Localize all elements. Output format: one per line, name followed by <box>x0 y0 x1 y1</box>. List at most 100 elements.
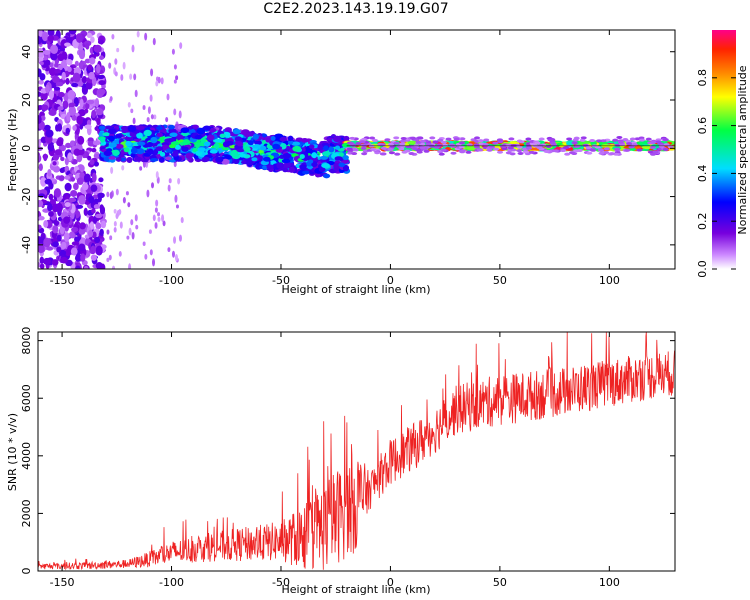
spectral-cell <box>154 207 158 213</box>
spectral-cell <box>56 139 64 147</box>
spectral-cell <box>534 141 541 145</box>
spectral-cell <box>156 132 163 138</box>
spectral-cell <box>165 156 172 161</box>
spectral-cell <box>69 140 75 147</box>
x-tick-label: 0 <box>387 576 394 589</box>
spectral-cell <box>90 36 95 43</box>
spectral-cell <box>91 172 97 183</box>
spectral-cell <box>99 204 104 211</box>
spectral-cell <box>152 37 156 46</box>
spectral-cell <box>38 142 41 147</box>
spectral-cell <box>155 199 159 207</box>
spectral-cell <box>63 232 70 242</box>
spectral-cell <box>288 166 296 173</box>
spectral-cell <box>251 157 258 162</box>
spectral-cell <box>95 222 102 230</box>
spectral-cell <box>156 126 163 131</box>
spectral-cell <box>560 149 567 153</box>
spectral-cell <box>40 91 48 101</box>
spectral-cell <box>182 139 191 145</box>
spectral-cell <box>94 237 101 244</box>
spectral-cell <box>150 114 154 120</box>
spectral-cell <box>152 214 156 222</box>
spectral-cell <box>342 164 350 172</box>
spectral-cell <box>112 149 120 156</box>
spectral-cell <box>510 143 517 147</box>
spectral-cell <box>125 191 129 196</box>
spectral-cell <box>38 199 44 208</box>
spectral-cell <box>259 145 267 151</box>
spectral-cell <box>119 221 123 229</box>
spectral-cell <box>639 138 646 142</box>
spectral-cell <box>194 134 203 140</box>
spectral-cell <box>263 156 271 162</box>
spectral-cell <box>359 140 366 144</box>
spectral-cell <box>243 146 251 152</box>
spectral-cell <box>52 225 59 234</box>
spectral-cell <box>71 82 79 88</box>
spectral-cell <box>77 135 85 145</box>
spectral-cell <box>549 141 556 145</box>
spectral-cell <box>122 61 126 70</box>
spectral-cell <box>84 58 91 64</box>
spectral-cell <box>388 142 395 146</box>
spectral-cell <box>55 202 63 213</box>
spectral-cell <box>458 141 465 145</box>
spectral-cell <box>81 76 88 84</box>
spectral-cell <box>38 106 42 111</box>
spectral-cell <box>185 152 193 160</box>
spectral-cell <box>92 140 101 146</box>
spectral-cell <box>53 188 62 198</box>
spectrogram-axes: -150 -100 -50 0 50 100 -40 -20 0 20 40 <box>20 30 675 287</box>
spectral-cell <box>201 156 210 162</box>
spectral-cell <box>629 137 636 141</box>
spectral-cell <box>453 137 460 141</box>
snr-axes: -150 -100 -50 0 50 100 0 2000 4000 6000 8000 <box>20 327 675 589</box>
spectral-cell <box>64 175 71 180</box>
spectral-cell <box>80 253 86 262</box>
spectral-cell <box>106 257 110 262</box>
spectral-cell <box>401 150 408 154</box>
spectral-cell <box>88 229 94 238</box>
spectral-cell <box>108 62 112 69</box>
spectral-cell <box>45 59 51 66</box>
spectral-cell <box>203 141 211 147</box>
x-tick-label: -150 <box>50 274 75 287</box>
spectral-cell <box>105 125 113 130</box>
spectral-cell <box>276 162 285 169</box>
x-tick-label: 100 <box>599 576 620 589</box>
spectral-cell <box>234 140 243 145</box>
spectral-cell <box>662 147 669 151</box>
spectral-cell <box>181 146 189 152</box>
spectral-cell <box>87 140 95 147</box>
spectral-cell <box>96 118 101 126</box>
spectral-cell <box>501 147 508 151</box>
spectral-cell <box>61 59 68 68</box>
spectral-cell <box>116 47 120 53</box>
spectral-cell <box>645 137 652 141</box>
spectral-cell <box>126 156 133 163</box>
spectral-cell <box>72 72 81 83</box>
spectral-cell <box>572 138 579 142</box>
spectral-cell <box>496 138 503 142</box>
spectral-cell <box>38 79 44 85</box>
spectral-cell <box>161 214 165 222</box>
spectral-cell <box>474 136 481 140</box>
spectral-cell <box>66 58 73 66</box>
spectral-cell <box>127 125 137 132</box>
spectral-cell <box>232 128 241 135</box>
spectral-cell <box>200 137 206 144</box>
spectral-cell <box>142 105 146 110</box>
spectral-cell <box>87 155 92 161</box>
spectral-cell <box>71 115 77 121</box>
spectral-cell <box>301 137 309 143</box>
spectral-cell <box>97 88 106 95</box>
spectral-cell <box>133 73 137 81</box>
spectral-cell <box>39 263 45 269</box>
spectral-cell <box>47 142 55 152</box>
spectral-cell <box>61 71 66 81</box>
spectral-cell <box>88 71 95 80</box>
spectral-cell <box>417 136 424 140</box>
spectral-cell <box>86 32 93 39</box>
